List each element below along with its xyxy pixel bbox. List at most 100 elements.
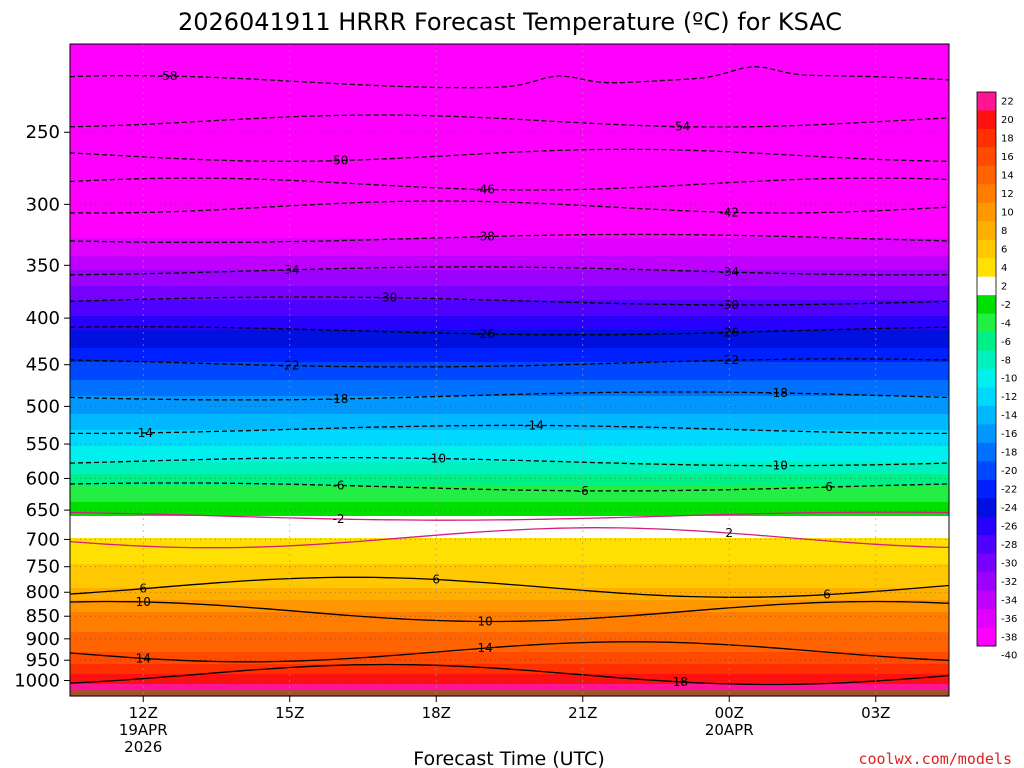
- temperature-band: [70, 416, 949, 419]
- temperature-band: [70, 314, 949, 317]
- colorbar-label: -8: [1001, 355, 1011, 366]
- temperature-band: [70, 438, 949, 441]
- isotherm-label: -22: [719, 353, 739, 367]
- temperature-band: [70, 492, 949, 495]
- temperature-band: [70, 106, 949, 109]
- colorbar-label: 8: [1001, 226, 1007, 237]
- isotherm-label: 2: [725, 526, 733, 540]
- y-tick-label: 600: [26, 468, 60, 489]
- temperature-band: [70, 198, 949, 201]
- colorbar-swatch: [977, 535, 996, 555]
- colorbar-swatch: [977, 350, 996, 370]
- isotherm-label: -22: [280, 359, 300, 373]
- temperature-band: [70, 136, 949, 139]
- colorbar-label: 2: [1001, 281, 1007, 292]
- temperature-band: [70, 566, 949, 569]
- colorbar-swatch: [977, 147, 996, 167]
- colorbar-label: 22: [1001, 97, 1014, 108]
- isotherm-label: -2: [333, 512, 345, 526]
- isotherm-label: -46: [475, 182, 495, 196]
- temperature-band: [70, 158, 949, 161]
- temperature-band: [70, 90, 949, 93]
- temperature-band: [70, 64, 949, 67]
- colorbar-label: 10: [1001, 208, 1014, 219]
- temperature-band: [70, 86, 949, 89]
- temperature-band: [70, 430, 949, 433]
- credit-text: coolwx.com/models: [858, 750, 1012, 768]
- temperature-band: [70, 358, 949, 361]
- colorbar-swatch: [977, 424, 996, 444]
- temperature-band: [70, 182, 949, 185]
- isotherm-label: -30: [378, 291, 398, 305]
- temperature-band: [70, 264, 949, 267]
- temperature-band: [70, 460, 949, 463]
- temperature-band: [70, 266, 949, 269]
- temperature-band: [70, 308, 949, 311]
- temperature-band: [70, 420, 949, 423]
- temperature-band: [70, 432, 949, 435]
- temperature-band: [70, 520, 949, 523]
- temperature-band: [70, 636, 949, 639]
- temperature-band: [70, 404, 949, 407]
- colorbar-swatch: [977, 590, 996, 610]
- temperature-band: [70, 664, 949, 667]
- temperature-band: [70, 60, 949, 63]
- colorbar-swatch: [977, 258, 996, 278]
- temperature-band: [70, 96, 949, 99]
- temperature-band: [70, 482, 949, 485]
- isotherm-label: -38: [475, 230, 495, 244]
- isotherm-label: 14: [477, 641, 492, 655]
- temperature-band: [70, 522, 949, 525]
- temperature-band: [70, 318, 949, 321]
- temperature-band: [70, 354, 949, 357]
- temperature-band: [70, 384, 949, 387]
- temperature-band: [70, 162, 949, 165]
- temperature-band: [70, 350, 949, 353]
- temperature-band: [70, 554, 949, 557]
- temperature-band: [70, 324, 949, 327]
- temperature-band: [70, 338, 949, 341]
- temperature-band: [70, 456, 949, 459]
- temperature-band: [70, 372, 949, 375]
- temperature-band: [70, 444, 949, 447]
- isotherm-line: [69, 266, 949, 276]
- temperature-band: [70, 114, 949, 117]
- temperature-band: [70, 638, 949, 641]
- temperature-band: [70, 178, 949, 181]
- temperature-band: [70, 612, 949, 615]
- temperature-band: [70, 134, 949, 137]
- x-tick-label: 18Z: [422, 704, 451, 722]
- colorbar-swatch: [977, 553, 996, 573]
- temperature-band: [70, 172, 949, 175]
- temperature-band: [70, 484, 949, 487]
- x-tick-label: 21Z: [568, 704, 597, 722]
- temperature-band: [70, 242, 949, 245]
- temperature-band: [70, 176, 949, 179]
- colorbar-swatch: [977, 442, 996, 462]
- temperature-band: [70, 598, 949, 601]
- y-tick-label: 500: [26, 396, 60, 417]
- isotherm-label: -10: [768, 459, 788, 473]
- colorbar-label: -32: [1001, 577, 1017, 588]
- colorbar-label: -12: [1001, 392, 1017, 403]
- x-tick-label: 2026: [124, 738, 162, 756]
- y-tick-label: 350: [26, 255, 60, 276]
- temperature-band: [70, 288, 949, 291]
- temperature-band: [70, 270, 949, 273]
- isotherm-line: [69, 527, 950, 549]
- temperature-band: [70, 342, 949, 345]
- temperature-band: [70, 440, 949, 443]
- temperature-band: [70, 670, 949, 673]
- temperature-band: [70, 262, 949, 265]
- y-tick-label: 800: [26, 582, 60, 603]
- temperature-band: [70, 600, 949, 603]
- temperature-band: [70, 446, 949, 449]
- colorbar-swatch: [977, 202, 996, 222]
- temperature-band: [70, 50, 949, 53]
- colorbar-label: -10: [1001, 374, 1017, 385]
- temperature-band: [70, 240, 949, 243]
- temperature-band: [70, 602, 949, 605]
- isotherm-line: [69, 663, 950, 686]
- temperature-band: [70, 244, 949, 247]
- temperature-band: [70, 156, 949, 159]
